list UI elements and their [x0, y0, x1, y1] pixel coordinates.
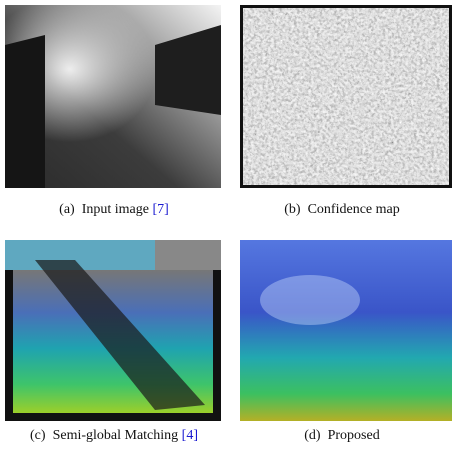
panel-label: (a): [59, 202, 75, 217]
caption-text: Input image: [82, 202, 149, 217]
proposed-result: [240, 240, 452, 421]
caption: (a) Input image [7]: [0, 202, 228, 218]
input-image: [5, 5, 221, 188]
caption-text: Semi-global Matching: [53, 428, 179, 443]
caption-text: Proposed: [328, 428, 380, 443]
panel-label: (b): [284, 202, 300, 217]
citation-link[interactable]: [7]: [152, 202, 168, 217]
caption: (b) Confidence map: [228, 202, 456, 218]
caption: (c) Semi-global Matching [4]: [0, 428, 228, 444]
citation-link[interactable]: [4]: [182, 428, 198, 443]
sgm-result: [5, 240, 221, 421]
panel-label: (c): [30, 428, 46, 443]
confidence-map: [240, 5, 452, 188]
figure: (a) Input image [7] (b) Confidence map (…: [0, 0, 456, 452]
caption-text: Confidence map: [308, 202, 400, 217]
caption: (d) Proposed: [228, 428, 456, 444]
panel-label: (d): [304, 428, 320, 443]
